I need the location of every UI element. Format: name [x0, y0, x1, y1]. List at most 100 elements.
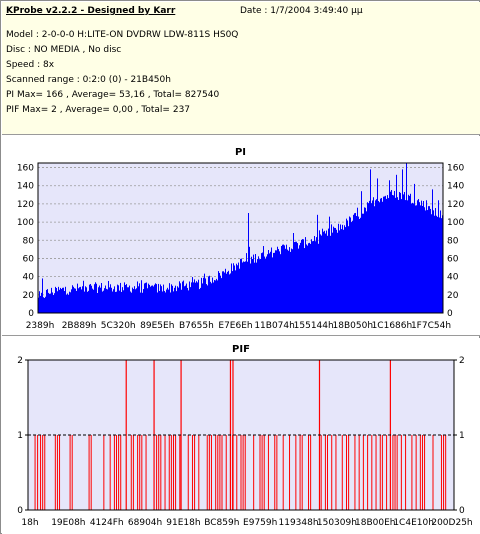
pi-bar: [126, 284, 127, 313]
pi-xtick: 18B050h: [333, 321, 374, 331]
pi-bar: [98, 287, 99, 313]
pi-bar: [359, 219, 360, 313]
pi-bar: [283, 244, 284, 313]
pi-bar: [109, 287, 110, 313]
pi-bar: [234, 265, 235, 313]
pi-bar: [138, 286, 139, 313]
pi-bar: [348, 226, 349, 313]
pi-bar: [413, 203, 414, 313]
pi-bar: [40, 295, 41, 313]
pi-bar: [44, 297, 45, 313]
pi-bar: [238, 262, 239, 313]
pi-bar: [272, 257, 273, 313]
pi-bar: [214, 280, 215, 313]
pi-bar: [380, 198, 381, 313]
pi-bar: [352, 220, 353, 313]
pi-bar: [257, 259, 258, 313]
pi-bar: [47, 289, 48, 313]
pi-bar: [166, 289, 167, 313]
pi-bar: [80, 286, 81, 313]
pi-bar: [231, 263, 232, 313]
pi-bar: [132, 287, 133, 313]
pi-bar: [345, 227, 346, 313]
pi-bar: [357, 207, 358, 313]
pi-bar: [54, 293, 55, 313]
pi-bar: [113, 289, 114, 313]
pi-bar: [429, 206, 430, 313]
pi-bar: [382, 201, 383, 313]
pi-bar: [407, 200, 408, 313]
pi-bar: [173, 291, 174, 313]
pi-bar: [347, 220, 348, 313]
pi-bar: [401, 199, 402, 313]
pi-bar: [192, 277, 193, 313]
pi-bar: [79, 287, 80, 313]
pi-bar: [329, 216, 330, 313]
pi-bar: [157, 292, 158, 313]
pi-bar: [412, 202, 413, 313]
pi-bar: [59, 289, 60, 313]
pi-bar: [326, 230, 327, 313]
pi-bar: [94, 284, 95, 313]
pi-bar: [365, 207, 366, 313]
pi-chart: PI 0 0 20 20 40 40 60 60 80 80 100 100 120 120 140 140 16…: [17, 147, 465, 331]
pi-bar: [379, 202, 380, 313]
pi-bar: [397, 197, 398, 313]
pi-bar: [105, 285, 106, 313]
pi-bar: [426, 200, 427, 313]
pi-bar: [259, 259, 260, 313]
pi-bar: [394, 190, 395, 313]
pif-xtick: 91E18h: [166, 518, 200, 528]
pi-bar: [51, 287, 52, 313]
pi-ytick-left: 120: [17, 200, 34, 210]
pi-bar: [404, 191, 405, 313]
pi-bar: [147, 288, 148, 313]
pif-xtick: 150309h: [317, 518, 357, 528]
pif-chart-panel: PIF 0 0 1 1 2 2 18h 19E08h 4124Fh 68904h 91E18h BC85…: [2, 338, 480, 534]
pi-bar: [241, 258, 242, 313]
pi-bar: [265, 258, 266, 313]
pi-bar: [420, 205, 421, 313]
pi-bar: [196, 281, 197, 313]
pi-bar: [240, 258, 241, 313]
pi-bar: [168, 289, 169, 313]
pi-bar: [57, 291, 58, 313]
pif-xtick: 4124Fh: [90, 518, 124, 528]
pi-bar: [48, 292, 49, 313]
pi-bar: [406, 163, 407, 313]
pi-bar: [197, 282, 198, 313]
pi-bar: [145, 282, 146, 313]
pi-bar: [250, 263, 251, 313]
pi-bar: [332, 232, 333, 313]
pi-bar: [223, 271, 224, 313]
pi-bar: [232, 271, 233, 313]
pi-bar: [364, 207, 365, 313]
pi-bar: [90, 283, 91, 313]
pi-bar: [49, 293, 50, 313]
pi-ytick-left: 20: [23, 291, 35, 301]
scan-date: Date : 1/7/2004 3:49:40 μμ: [240, 6, 363, 16]
pi-bar: [255, 254, 256, 313]
pi-bar: [221, 278, 222, 313]
pi-ytick-right: 20: [447, 291, 459, 301]
pi-xtick: 11B074h: [254, 321, 295, 331]
pi-bar: [366, 211, 367, 313]
pi-bar: [202, 283, 203, 313]
pi-bar: [151, 285, 152, 313]
app-title: KProbe v2.2.2 - Designed by Karr: [6, 6, 176, 16]
pi-bar: [110, 284, 111, 313]
pi-bar: [263, 246, 264, 313]
pi-bar: [342, 224, 343, 313]
pi-bar: [296, 241, 297, 313]
pi-bar: [162, 291, 163, 313]
pi-ytick-right: 40: [447, 273, 459, 283]
pi-bar: [323, 231, 324, 313]
pi-bar: [60, 287, 61, 313]
pi-bar: [324, 230, 325, 313]
pi-bar: [171, 284, 172, 313]
pi-chart-title: PI: [235, 147, 246, 158]
pi-bar: [350, 217, 351, 313]
pi-bar: [156, 284, 157, 313]
pi-bar: [305, 237, 306, 313]
